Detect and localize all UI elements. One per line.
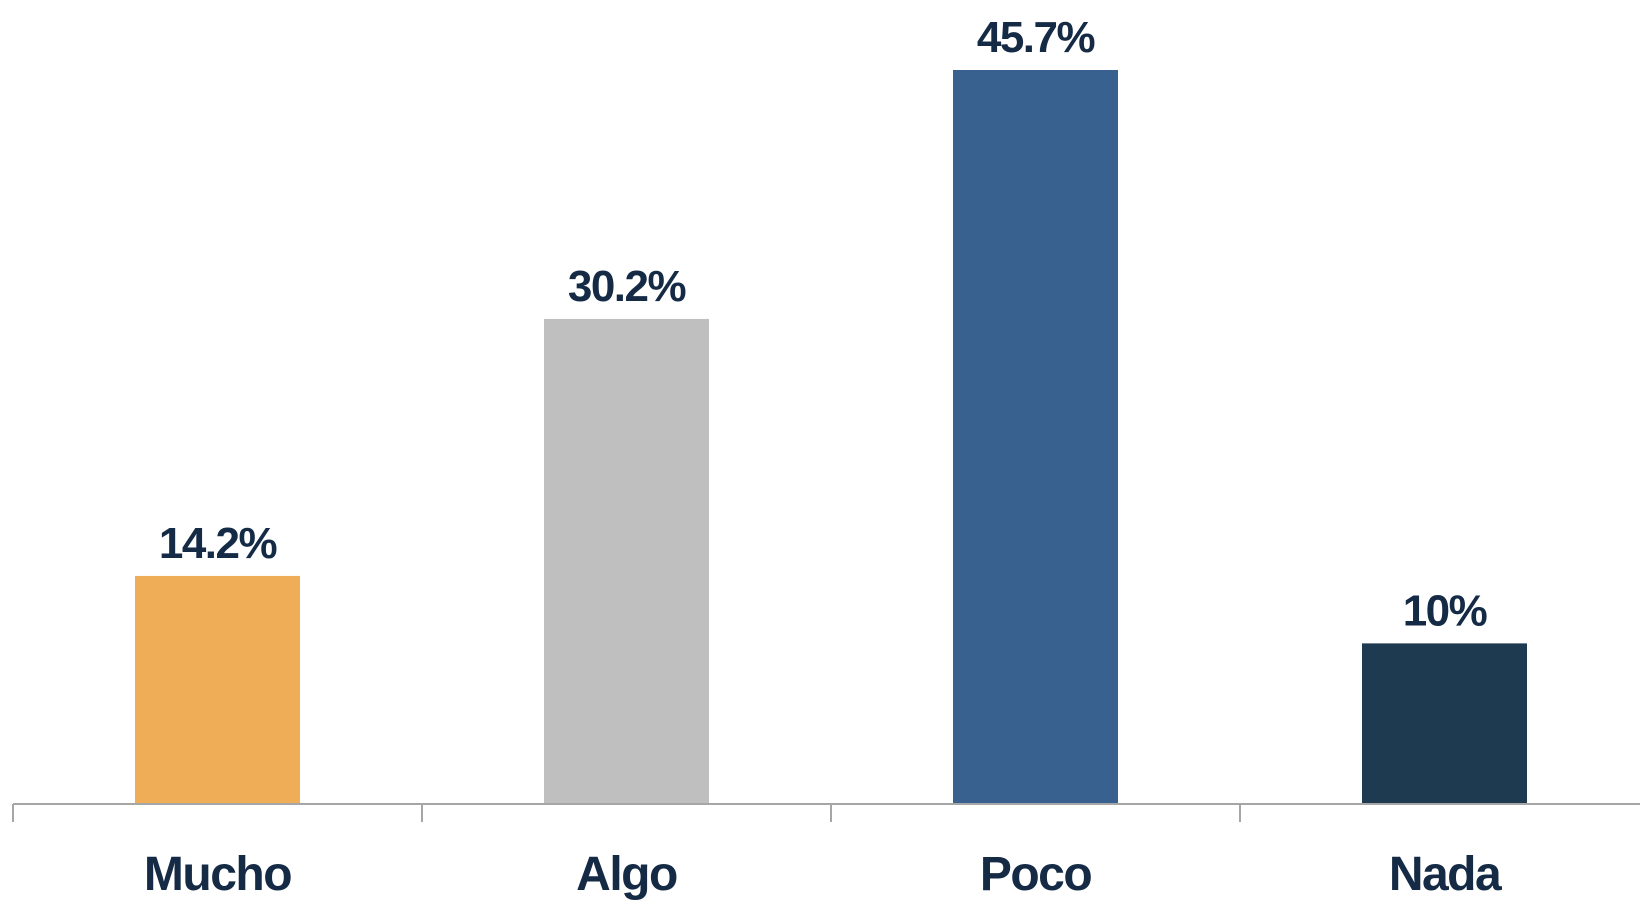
- category-label-mucho: Mucho: [144, 848, 291, 900]
- bar-nada: [1362, 643, 1527, 804]
- category-label-nada: Nada: [1389, 848, 1502, 900]
- data-label-poco: 45.7%: [977, 13, 1095, 62]
- data-label-mucho: 14.2%: [159, 519, 277, 568]
- bar-poco: [953, 70, 1118, 804]
- bar-mucho: [135, 575, 300, 804]
- category-label-poco: Poco: [980, 848, 1092, 900]
- data-label-algo: 30.2%: [568, 262, 686, 311]
- bar-algo: [544, 318, 709, 804]
- data-label-nada: 10%: [1403, 586, 1487, 635]
- category-label-algo: Algo: [576, 848, 677, 900]
